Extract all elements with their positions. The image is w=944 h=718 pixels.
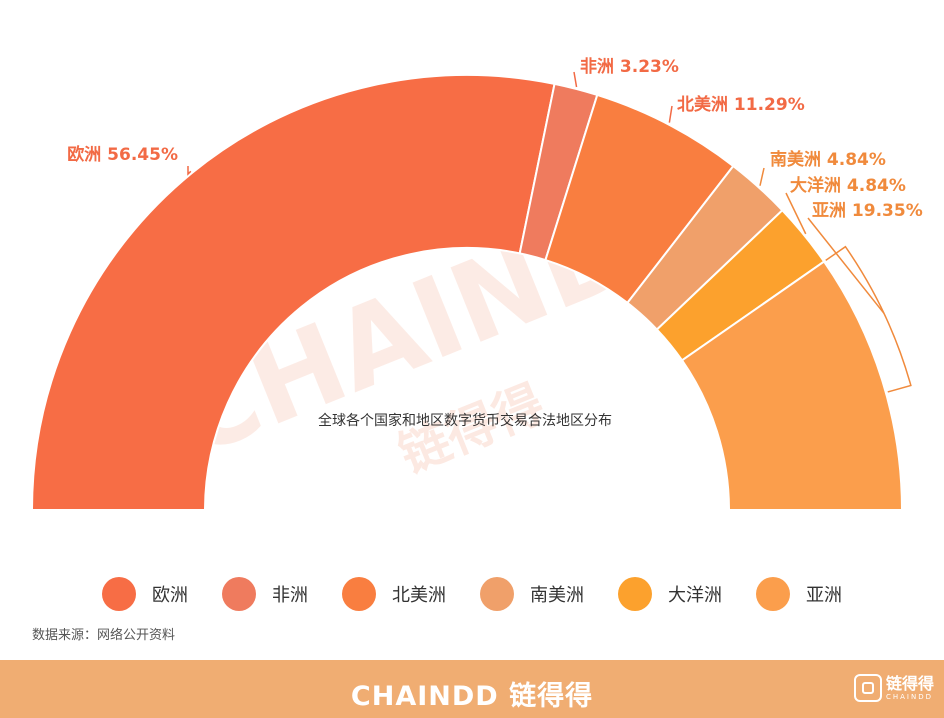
chart-title: 全球各个国家和地区数字货币交易合法地区分布 xyxy=(318,412,612,429)
legend-label: 大洋洲 xyxy=(668,585,722,606)
leader-line-label-south-america xyxy=(759,167,765,186)
logo-icon xyxy=(853,674,882,702)
legend-swatch-asia xyxy=(756,577,790,611)
footer-logo-cn: 链得得 xyxy=(885,673,934,693)
legend-swatch-europe xyxy=(102,577,136,611)
leader-line-label-africa xyxy=(573,71,578,88)
legend-label: 欧洲 xyxy=(152,585,188,606)
legend-label: 南美洲 xyxy=(530,585,584,606)
legend-swatch-south-america xyxy=(480,577,514,611)
slice-labels: 欧洲 56.45% 非洲 3.23% 北美洲 11.29% 南美洲 4.84% 大洋洲 … xyxy=(67,56,922,221)
legend-item-north-america[interactable]: 北美洲 xyxy=(342,577,446,611)
label-oceania: 大洋洲 4.84% xyxy=(790,175,906,196)
label-leader-lines xyxy=(187,71,912,393)
data-source-note: 数据来源：网络公开资料 xyxy=(32,628,176,643)
leader-line-label-oceania xyxy=(785,192,807,235)
footer-bar: CHAINDD 链得得 链得得 CHAINDD xyxy=(0,660,944,718)
label-asia: 亚洲 19.35% xyxy=(812,201,923,221)
legend-item-south-america[interactable]: 南美洲 xyxy=(480,577,584,611)
legend-swatch-north-america xyxy=(342,577,376,611)
legend-item-africa[interactable]: 非洲 xyxy=(222,577,308,611)
label-africa: 非洲 3.23% xyxy=(580,56,679,77)
label-south-america: 南美洲 4.84% xyxy=(770,149,886,170)
legend-label: 北美洲 xyxy=(392,585,446,606)
legend-item-europe[interactable]: 欧洲 xyxy=(102,577,188,611)
slice-europe xyxy=(30,74,556,511)
chart-legend: 欧洲 非洲 北美洲 南美洲 大洋洲 亚洲 xyxy=(0,576,944,612)
slice-asia xyxy=(680,260,904,511)
label-north-america: 北美洲 11.29% xyxy=(677,94,805,115)
legend-item-oceania[interactable]: 大洋洲 xyxy=(618,577,722,611)
legend-swatch-oceania xyxy=(618,577,652,611)
label-europe: 欧洲 56.45% xyxy=(67,144,178,165)
footer-logo: 链得得 CHAINDD xyxy=(853,673,934,702)
legend-label: 非洲 xyxy=(272,585,308,606)
leader-line-label-asia xyxy=(807,217,885,314)
legend-swatch-africa xyxy=(222,577,256,611)
chart-slices xyxy=(30,74,904,511)
legend-label: 亚洲 xyxy=(806,585,842,606)
leader-line-label-europe xyxy=(187,166,192,176)
legend-item-asia[interactable]: 亚洲 xyxy=(756,577,842,611)
footer-brand: CHAINDD 链得得 xyxy=(350,681,594,712)
leader-line-label-north-america xyxy=(668,105,673,123)
footer-logo-en: CHAINDD xyxy=(885,692,934,701)
